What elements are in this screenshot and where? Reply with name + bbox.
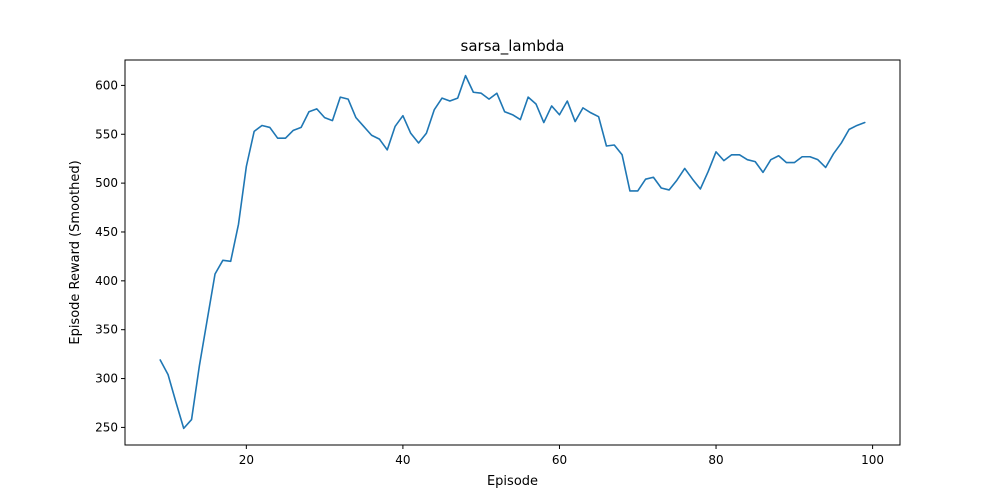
y-tick-label: 400 bbox=[95, 274, 118, 288]
y-axis-label: Episode Reward (Smoothed) bbox=[68, 160, 83, 344]
x-tick-label: 100 bbox=[861, 453, 884, 467]
series-line bbox=[159, 74, 866, 430]
x-axis-ticks: 20 40 60 80 100 bbox=[239, 445, 884, 467]
y-tick-label: 300 bbox=[95, 372, 118, 386]
y-tick-label: 600 bbox=[95, 78, 118, 92]
plot-area bbox=[125, 60, 900, 445]
y-tick-label: 350 bbox=[95, 323, 118, 337]
x-tick-label: 80 bbox=[708, 453, 723, 467]
x-tick-label: 40 bbox=[395, 453, 410, 467]
y-tick-label: 250 bbox=[95, 420, 118, 434]
chart-title: sarsa_lambda bbox=[461, 37, 565, 56]
x-tick-label: 60 bbox=[552, 453, 567, 467]
x-axis-label: Episode bbox=[487, 474, 538, 489]
y-tick-label: 450 bbox=[95, 225, 118, 239]
y-tick-label: 550 bbox=[95, 127, 118, 141]
y-tick-label: 500 bbox=[95, 176, 118, 190]
y-axis-ticks: 250 300 350 400 450 500 550 600 bbox=[95, 78, 125, 434]
plot-frame bbox=[124, 59, 901, 446]
x-tick-label: 20 bbox=[239, 453, 254, 467]
